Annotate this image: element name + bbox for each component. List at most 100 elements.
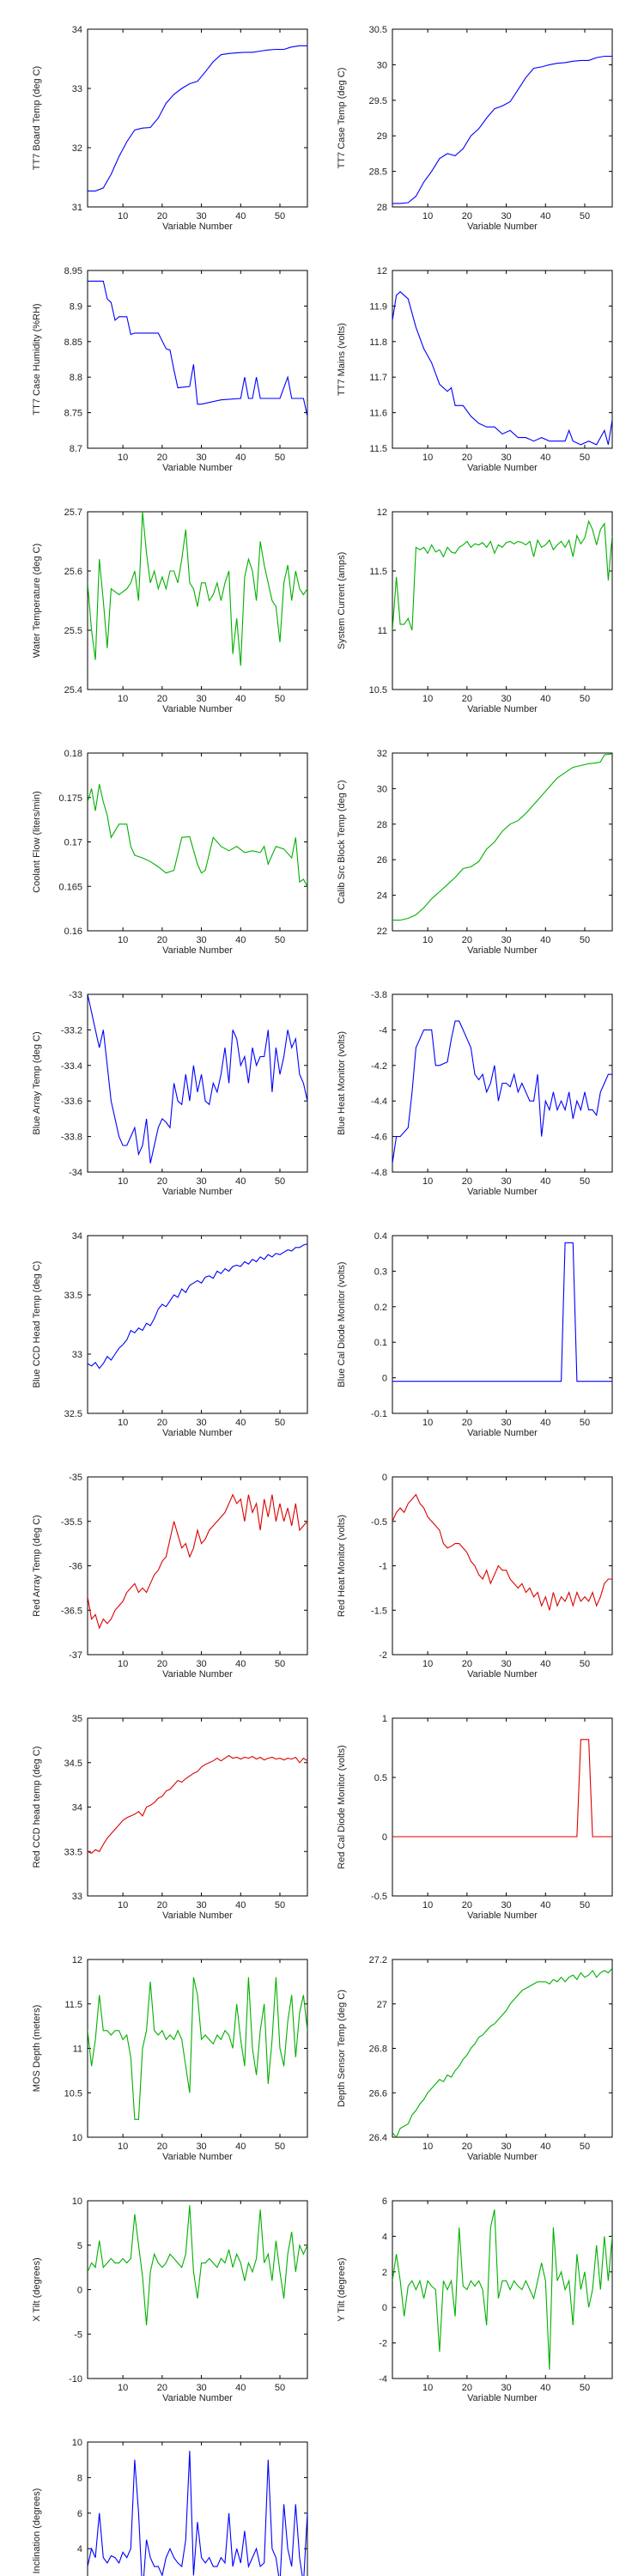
y-tick-label: -35 <box>69 1473 82 1483</box>
chart-panel: 10 20 30 40 50 32.5 33 33.5 34 Variable Number Blu… <box>32 1231 308 1438</box>
y-tick-label: -33 <box>69 990 82 1000</box>
x-tick-label: 30 <box>196 1176 206 1187</box>
x-tick-label: 30 <box>196 2142 206 2152</box>
x-axis-label: Variable Number <box>467 704 538 714</box>
x-axis-label: Variable Number <box>467 463 538 473</box>
x-tick-label: 50 <box>580 1418 590 1428</box>
x-tick-label: 40 <box>540 1176 550 1187</box>
plot-frame <box>87 2441 308 2576</box>
y-tick-label: 0 <box>382 1374 387 1384</box>
x-tick-label: 40 <box>540 1900 550 1911</box>
x-tick-label: 50 <box>580 211 590 222</box>
y-tick-label: 0 <box>382 1832 387 1843</box>
chart-panel: 10 20 30 40 50 -4.8 -4.6 -4.4 -4.2 -4 -3.8 Variable… <box>337 990 613 1197</box>
x-tick-label: 40 <box>235 1659 246 1669</box>
y-tick-label: 10.5 <box>369 685 387 696</box>
y-tick-label: 0 <box>77 2286 82 2296</box>
x-tick-label: 40 <box>235 211 246 222</box>
y-tick-label: 25.7 <box>64 507 82 518</box>
x-tick-label: 40 <box>540 935 550 945</box>
x-axis-label: Variable Number <box>162 222 233 232</box>
x-tick-label: 50 <box>580 1659 590 1669</box>
chart-panel: 10 20 30 40 50 -0.5 0 0.5 1 Variable Number Red Ca… <box>337 1714 613 1921</box>
y-tick-label: -4.4 <box>371 1097 387 1107</box>
y-tick-label: 33 <box>72 1892 82 1902</box>
y-tick-label: 8.8 <box>70 373 82 383</box>
y-tick-label: 12 <box>377 266 387 276</box>
x-tick-label: 40 <box>540 211 550 222</box>
plot-frame <box>392 1959 613 2138</box>
x-axis-label: Variable Number <box>467 1911 538 1921</box>
y-tick-label: 11.6 <box>369 409 387 419</box>
x-tick-label: 10 <box>118 1418 128 1428</box>
x-tick-label: 50 <box>275 2142 285 2152</box>
y-tick-label: 0.175 <box>58 793 82 804</box>
y-tick-label: 30 <box>377 60 387 70</box>
x-tick-label: 50 <box>275 2383 285 2393</box>
y-axis-label: MOS Depth (meters) <box>32 2005 42 2092</box>
y-tick-label: 11.9 <box>369 301 387 312</box>
x-tick-label: 40 <box>540 694 550 704</box>
plot-frame <box>87 28 308 208</box>
plot-frame <box>392 993 613 1173</box>
x-tick-label: 10 <box>422 1900 433 1911</box>
x-axis-label: Variable Number <box>162 1669 233 1680</box>
series-line <box>392 1020 612 1163</box>
x-tick-label: 50 <box>580 2142 590 2152</box>
x-tick-label: 20 <box>157 1176 167 1187</box>
y-tick-label: 32 <box>72 143 82 154</box>
x-tick-label: 50 <box>275 1176 285 1187</box>
y-tick-label: 0.165 <box>58 882 82 892</box>
plot-frame <box>87 1959 308 2138</box>
chart-panel: 10 20 30 40 50 31 32 33 34 Variable Number TT7 Boa… <box>32 25 308 232</box>
y-tick-label: 29 <box>377 131 387 142</box>
chart-panel: 10 20 30 40 50 -37 -36.5 -36 -35.5 -35 Variable Nu… <box>32 1473 308 1680</box>
chart-panel: 10 20 30 40 50 26.4 26.6 26.8 27 27.2 Variable Num… <box>337 1955 613 2162</box>
x-tick-label: 40 <box>540 1659 550 1669</box>
chart-panel: 10 20 30 40 50 -34 -33.8 -33.6 -33.4 -33.2 -33 Vari… <box>32 990 308 1197</box>
y-axis-label: Blue Heat Monitor (volts) <box>337 1031 347 1135</box>
plot-frame <box>87 993 308 1173</box>
series-line <box>88 1243 307 1370</box>
x-axis-label: Variable Number <box>467 2393 538 2403</box>
x-axis-label: Variable Number <box>467 945 538 956</box>
y-tick-label: 8.9 <box>70 301 82 312</box>
y-tick-label: -33.4 <box>61 1061 82 1072</box>
y-tick-label: 10 <box>72 2196 82 2207</box>
x-tick-label: 20 <box>462 1418 472 1428</box>
y-tick-label: 26 <box>377 855 387 866</box>
x-tick-label: 50 <box>275 211 285 222</box>
x-tick-label: 30 <box>196 211 206 222</box>
y-tick-label: 6 <box>382 2196 387 2207</box>
x-tick-label: 40 <box>235 1418 246 1428</box>
series-line <box>88 994 307 1163</box>
y-tick-label: 32 <box>377 749 387 759</box>
y-tick-label: -33.6 <box>61 1097 82 1107</box>
y-tick-label: 0.3 <box>374 1267 387 1277</box>
x-tick-label: 40 <box>235 1176 246 1187</box>
x-axis-label: Variable Number <box>162 1187 233 1197</box>
y-tick-label: 8.85 <box>64 337 82 348</box>
y-tick-label: 28.5 <box>369 167 387 178</box>
y-tick-label: 11.5 <box>64 2000 82 2010</box>
x-tick-label: 50 <box>275 453 285 463</box>
x-tick-label: 20 <box>157 1900 167 1911</box>
x-axis-label: Variable Number <box>162 2393 233 2403</box>
series-line <box>392 1967 612 2137</box>
x-tick-label: 20 <box>462 2383 472 2393</box>
x-tick-label: 30 <box>501 453 511 463</box>
plot-frame <box>392 511 613 690</box>
y-tick-label: 28 <box>377 820 387 830</box>
y-tick-label: -3.8 <box>371 990 387 1000</box>
y-tick-label: 25.6 <box>64 567 82 577</box>
y-tick-label: 0.5 <box>374 1773 387 1783</box>
x-tick-label: 30 <box>196 2383 206 2393</box>
y-axis-label: Coolant Flow (liters/min) <box>32 791 42 893</box>
y-axis-label: Red Cal Diode Monitor (volts) <box>337 1745 347 1868</box>
plot-frame <box>87 1476 308 1656</box>
series-line <box>392 1493 612 1611</box>
x-tick-label: 50 <box>580 2383 590 2393</box>
x-tick-label: 20 <box>157 211 167 222</box>
x-tick-label: 30 <box>501 1176 511 1187</box>
chart-panel: 10 20 30 40 50 28 28.5 29 29.5 30 30.5 Variable Num… <box>337 25 613 232</box>
